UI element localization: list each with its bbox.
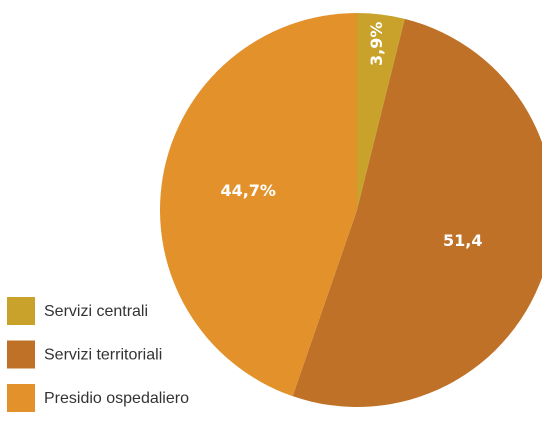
value-label: 51,4 [443, 231, 482, 250]
legend-label: Servizi centrali [44, 303, 148, 320]
legend-swatch [7, 340, 35, 369]
pie-slice [160, 13, 357, 397]
value-label: 3,9% [367, 22, 386, 66]
legend-label: Servizi territoriali [44, 347, 162, 364]
pie-slice [292, 18, 542, 407]
value-label: 44,7% [220, 181, 276, 200]
legend-swatch [7, 384, 35, 412]
legend-swatch [7, 297, 35, 325]
pie-slice [357, 13, 405, 210]
legend-label: Presidio ospedaliero [44, 390, 189, 407]
